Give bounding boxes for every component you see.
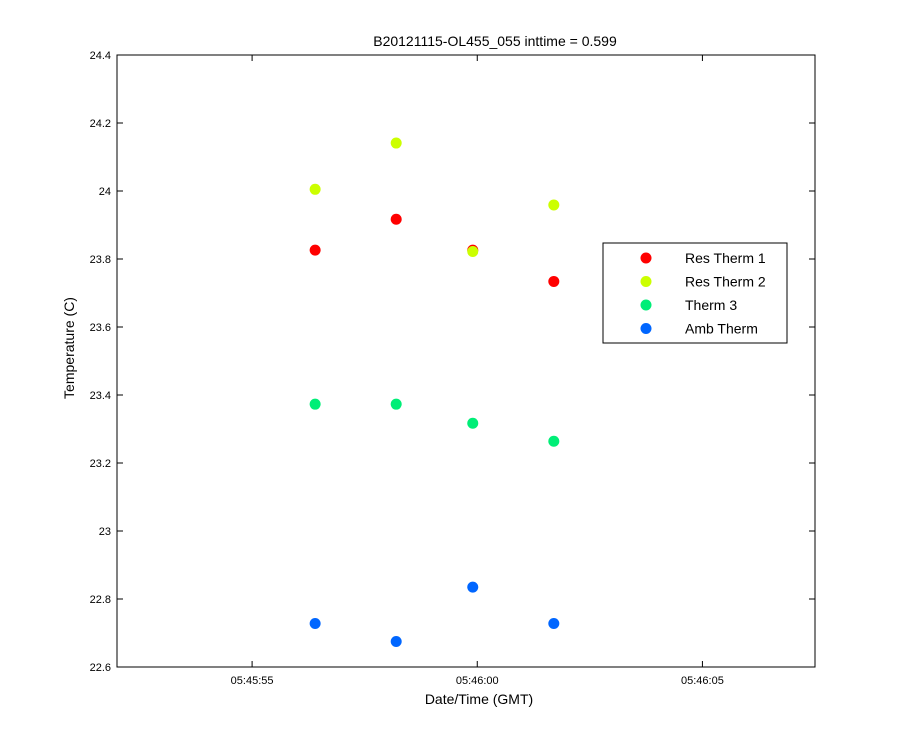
point-res-therm-2 <box>390 137 402 149</box>
legend-label: Res Therm 1 <box>685 250 766 266</box>
y-axis-ticks: 22.6 22.8 23 23.2 23.4 23.6 23.8 24 24.2 24.4 <box>90 50 815 674</box>
legend-marker <box>640 299 652 311</box>
y-tick-label: 22.6 <box>90 662 111 674</box>
legend-marker <box>640 276 652 287</box>
x-tick-label: 05:46:05 <box>681 675 724 687</box>
y-tick-label: 23.8 <box>90 254 111 266</box>
legend-label: Therm 3 <box>685 297 737 313</box>
y-tick-label: 22.8 <box>90 594 111 606</box>
x-tick-label: 05:45:55 <box>231 675 274 687</box>
y-tick-label: 24.2 <box>90 118 111 130</box>
point-res-therm-1 <box>548 275 560 287</box>
y-axis-label: Temperature (C) <box>61 297 77 399</box>
y-tick-label: 23 <box>99 526 111 538</box>
legend-marker <box>640 323 652 334</box>
legend-label: Amb Therm <box>685 321 758 337</box>
point-amb-therm <box>309 617 321 629</box>
point-therm-3 <box>309 398 321 410</box>
point-therm-3 <box>390 398 402 410</box>
y-tick-label: 24.4 <box>90 50 111 62</box>
legend: Res Therm 1 Res Therm 2 Therm 3 Amb Therm <box>602 242 788 344</box>
point-res-therm-2 <box>467 246 479 258</box>
legend-label: Res Therm 2 <box>685 274 766 290</box>
plot-area <box>116 54 816 668</box>
point-res-therm-1 <box>309 244 321 256</box>
point-res-therm-1 <box>390 213 402 225</box>
legend-marker <box>640 252 652 264</box>
y-tick-label: 23.4 <box>90 390 111 402</box>
legend-box <box>602 242 788 344</box>
chart-title: B20121115-OL455_055 inttime = 0.599 <box>373 33 617 49</box>
point-res-therm-2 <box>309 183 321 195</box>
point-therm-3 <box>548 435 560 447</box>
point-therm-3 <box>467 417 479 429</box>
point-res-therm-2 <box>548 199 560 211</box>
y-tick-label: 23.2 <box>90 458 111 470</box>
data-points <box>309 137 560 647</box>
point-amb-therm <box>548 617 560 629</box>
x-axis-ticks: 05:45:55 05:46:00 05:46:05 <box>231 55 724 687</box>
point-amb-therm <box>390 636 402 647</box>
point-amb-therm <box>467 581 479 593</box>
x-tick-label: 05:46:00 <box>456 675 499 687</box>
y-tick-label: 23.6 <box>90 322 111 334</box>
y-tick-label: 24 <box>99 186 111 198</box>
x-axis-label: Date/Time (GMT) <box>425 691 533 707</box>
